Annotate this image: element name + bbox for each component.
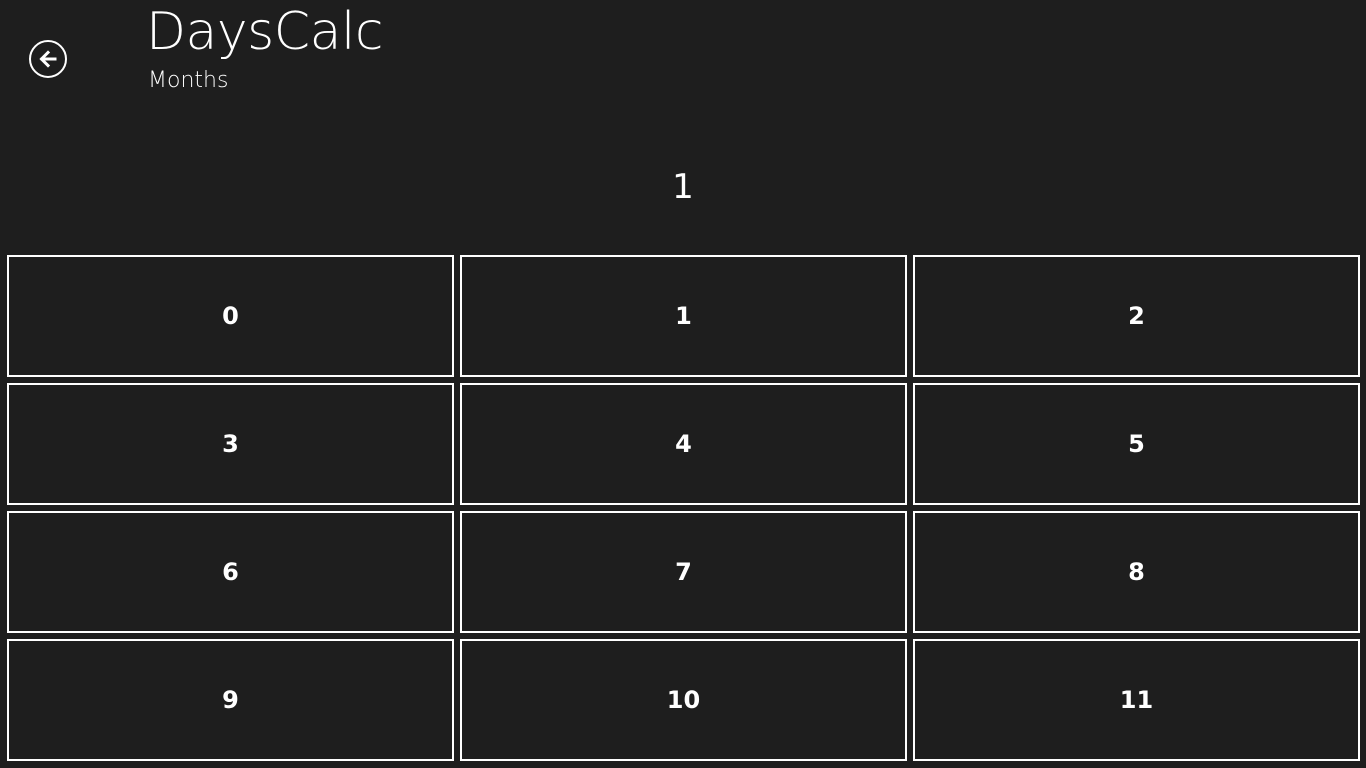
page-title: DaysCalc [146, 2, 383, 62]
arrow-left-icon [39, 50, 57, 68]
selected-value-display: 1 [672, 167, 694, 207]
keypad-button-6[interactable]: 6 [7, 511, 454, 633]
keypad-button-5[interactable]: 5 [913, 383, 1360, 505]
page-subtitle: Months [148, 68, 229, 93]
keypad-button-10[interactable]: 10 [460, 639, 907, 761]
back-button[interactable] [29, 40, 67, 78]
keypad-button-8[interactable]: 8 [913, 511, 1360, 633]
keypad-button-0[interactable]: 0 [7, 255, 454, 377]
keypad-button-2[interactable]: 2 [913, 255, 1360, 377]
keypad-button-1[interactable]: 1 [460, 255, 907, 377]
keypad-button-4[interactable]: 4 [460, 383, 907, 505]
keypad-button-11[interactable]: 11 [913, 639, 1360, 761]
keypad-button-9[interactable]: 9 [7, 639, 454, 761]
keypad-button-7[interactable]: 7 [460, 511, 907, 633]
keypad-button-3[interactable]: 3 [7, 383, 454, 505]
